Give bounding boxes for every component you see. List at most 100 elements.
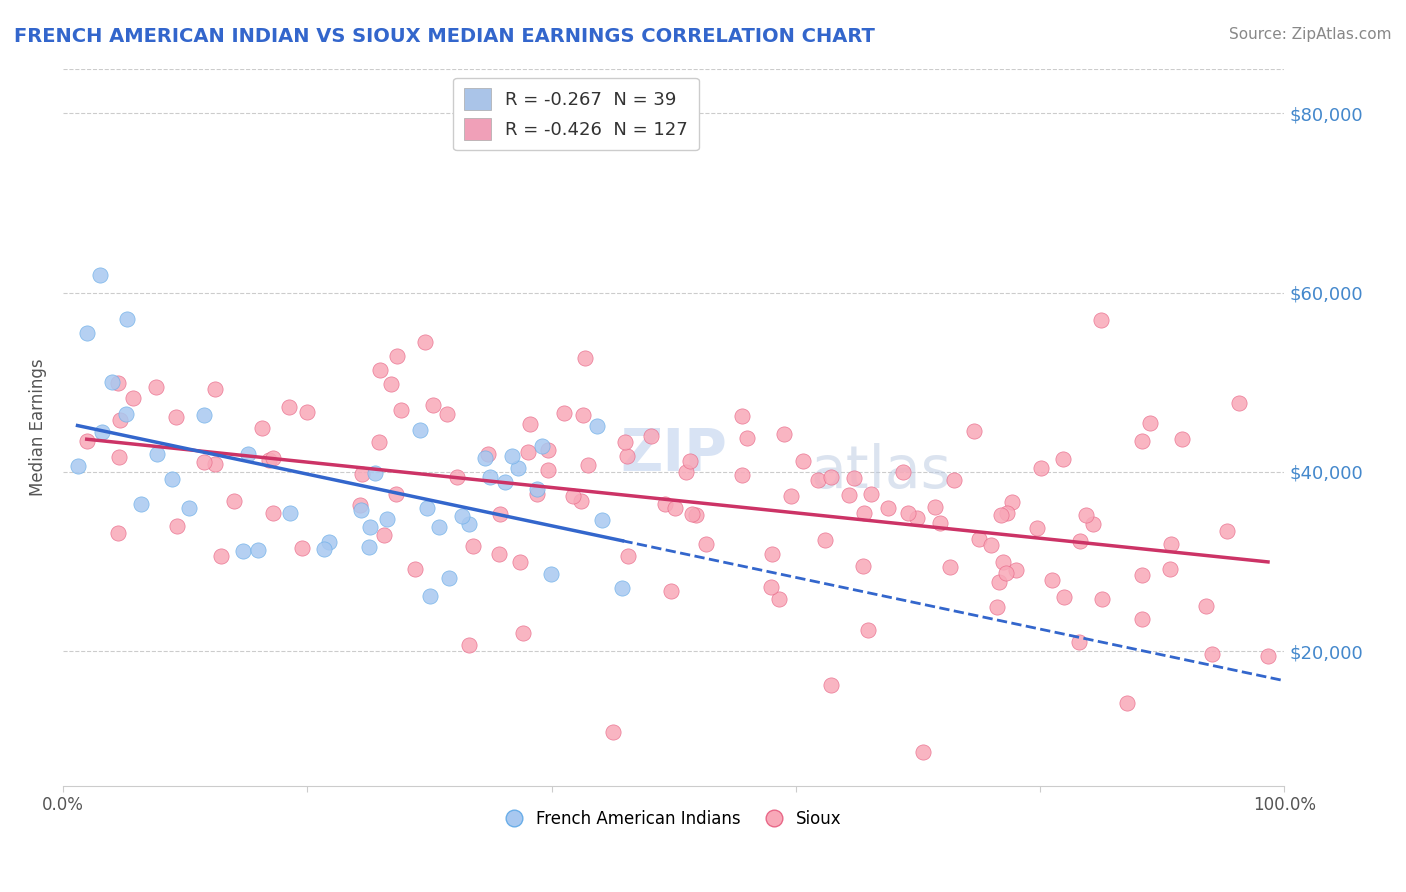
Point: [986, 600, 1008, 615]
Point: [1026, 521, 1049, 535]
Point: [291, 541, 314, 556]
Point: [512, 625, 534, 640]
Text: atlas: atlas: [811, 443, 952, 500]
Point: [413, 335, 436, 350]
Point: [773, 427, 796, 442]
Point: [146, 447, 169, 461]
Point: [193, 455, 215, 469]
Point: [838, 488, 860, 502]
Point: [359, 540, 381, 554]
Point: [1001, 494, 1024, 508]
Point: [574, 351, 596, 365]
Point: [1130, 434, 1153, 448]
Point: [509, 555, 531, 569]
Point: [115, 407, 138, 421]
Point: [911, 745, 934, 759]
Point: [108, 413, 131, 427]
Point: [350, 503, 373, 517]
Point: [929, 516, 952, 530]
Point: [991, 555, 1014, 569]
Point: [761, 547, 783, 561]
Point: [679, 454, 702, 468]
Point: [1130, 612, 1153, 626]
Point: [1257, 649, 1279, 664]
Point: [422, 398, 444, 412]
Point: [530, 439, 553, 453]
Point: [437, 570, 460, 584]
Point: [1040, 573, 1063, 587]
Point: [297, 405, 319, 419]
Point: [664, 501, 686, 516]
Point: [1052, 591, 1074, 605]
Point: [654, 497, 676, 511]
Point: [576, 458, 599, 472]
Point: [349, 498, 371, 512]
Point: [1227, 395, 1250, 409]
Point: [494, 475, 516, 489]
Point: [858, 624, 880, 638]
Point: [759, 580, 782, 594]
Point: [780, 489, 803, 503]
Point: [488, 547, 510, 561]
Point: [262, 506, 284, 520]
Point: [257, 453, 280, 467]
Point: [162, 473, 184, 487]
Point: [107, 526, 129, 541]
Point: [939, 560, 962, 574]
Point: [553, 406, 575, 420]
Point: [943, 473, 966, 487]
Point: [359, 520, 381, 534]
Point: [252, 421, 274, 435]
Point: [980, 538, 1002, 552]
Text: Source: ZipAtlas.com: Source: ZipAtlas.com: [1229, 27, 1392, 42]
Point: [66, 458, 89, 473]
Point: [1139, 416, 1161, 430]
Point: [820, 678, 842, 692]
Point: [969, 533, 991, 547]
Point: [427, 520, 450, 534]
Point: [891, 465, 914, 479]
Point: [474, 450, 496, 465]
Point: [145, 379, 167, 393]
Point: [1115, 696, 1137, 710]
Point: [731, 409, 754, 423]
Point: [107, 376, 129, 391]
Point: [1130, 568, 1153, 582]
Point: [1216, 524, 1239, 539]
Point: [1159, 562, 1181, 576]
Point: [1081, 517, 1104, 532]
Point: [477, 447, 499, 461]
Point: [389, 402, 412, 417]
Point: [247, 542, 270, 557]
Point: [792, 454, 814, 468]
Point: [318, 534, 340, 549]
Point: [897, 507, 920, 521]
Point: [1069, 635, 1091, 649]
Point: [1160, 536, 1182, 550]
Point: [122, 391, 145, 405]
Point: [675, 465, 697, 479]
Point: [731, 468, 754, 483]
Point: [501, 449, 523, 463]
Point: [526, 483, 548, 497]
Point: [842, 471, 865, 485]
Point: [585, 419, 607, 434]
Point: [1052, 452, 1074, 467]
Point: [987, 575, 1010, 590]
Point: [278, 507, 301, 521]
Point: [614, 435, 637, 450]
Point: [695, 537, 717, 551]
Point: [685, 508, 707, 522]
Point: [380, 377, 402, 392]
Point: [278, 400, 301, 414]
Point: [995, 566, 1018, 580]
Point: [591, 513, 613, 527]
Point: [517, 445, 540, 459]
Point: [1090, 312, 1112, 326]
Point: [659, 584, 682, 599]
Y-axis label: Median Earnings: Median Earnings: [30, 359, 46, 496]
Point: [91, 425, 114, 439]
Point: [446, 469, 468, 483]
Point: [537, 462, 560, 476]
Point: [363, 467, 385, 481]
